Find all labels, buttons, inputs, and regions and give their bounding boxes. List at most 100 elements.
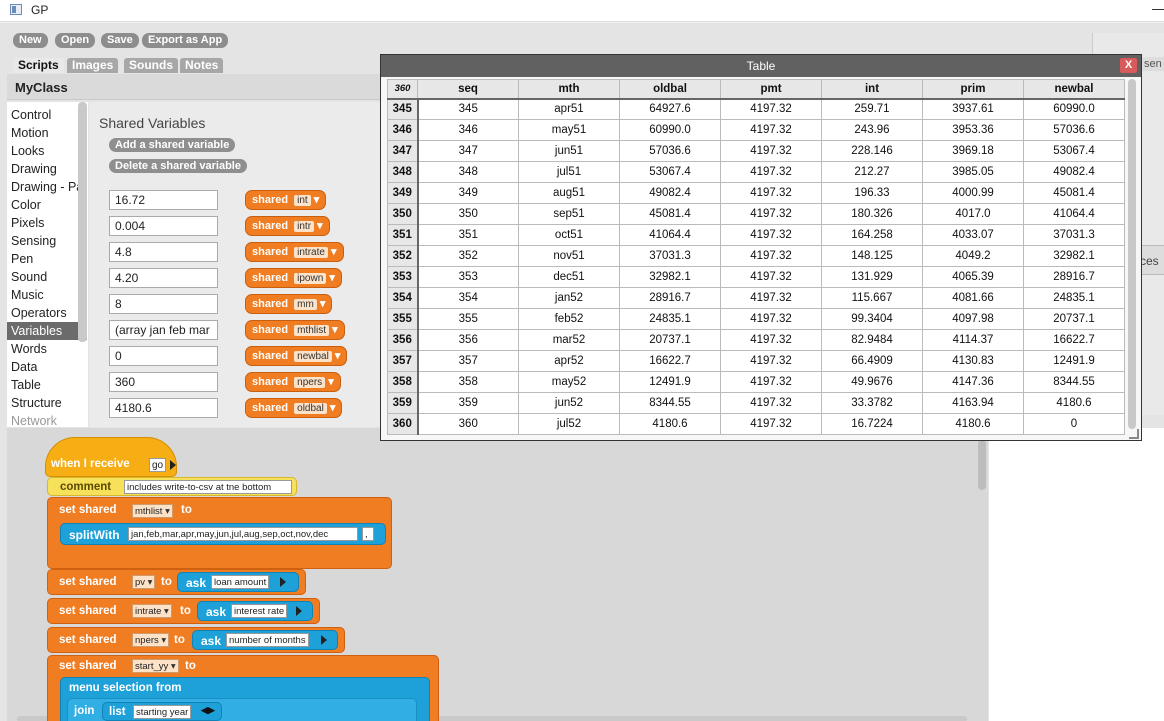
close-icon[interactable]: X <box>1120 58 1137 73</box>
table-cell-pmt[interactable]: 4197.32 <box>720 98 822 120</box>
table-cell-prim[interactable]: 4097.98 <box>922 308 1024 330</box>
shared-npers-block[interactable]: shared npers ▾ <box>245 372 341 392</box>
table-scrollbar[interactable] <box>1128 79 1136 429</box>
var-name-oldbal[interactable]: oldbal <box>294 403 327 414</box>
list-block[interactable]: list starting year ◀▶ <box>102 702 222 721</box>
column-header-seq[interactable]: seq <box>417 79 519 100</box>
table-cell-seq[interactable]: 349 <box>417 182 519 204</box>
table-cell-prim[interactable]: 4000.99 <box>922 182 1024 204</box>
table-cell-mth[interactable]: mar52 <box>518 329 620 351</box>
tab-scripts[interactable]: Scripts <box>13 58 64 73</box>
table-cell-pmt[interactable]: 4197.32 <box>720 392 822 414</box>
table-cell-pmt[interactable]: 4197.32 <box>720 350 822 372</box>
table-cell-prim[interactable]: 4049.2 <box>922 245 1024 267</box>
table-cell-newbal[interactable]: 24835.1 <box>1023 287 1125 309</box>
table-cell-pmt[interactable]: 4197.32 <box>720 140 822 162</box>
table-cell-seq[interactable]: 348 <box>417 161 519 183</box>
table-cell-oldbal[interactable]: 53067.4 <box>619 161 721 183</box>
var-name-intr[interactable]: intr <box>294 221 315 232</box>
table-cell-seq[interactable]: 347 <box>417 140 519 162</box>
export-app-button[interactable]: Export as App <box>142 33 229 48</box>
menu-selection-block[interactable]: menu selection from join list starting y… <box>60 677 430 721</box>
table-cell-pmt[interactable]: 4197.32 <box>720 413 822 435</box>
table-cell-prim[interactable]: 3937.61 <box>922 98 1024 120</box>
comment-block[interactable]: comment includes write-to-csv at tne bot… <box>47 477 297 496</box>
table-cell-int[interactable]: 259.71 <box>821 98 923 120</box>
table-title[interactable]: Table <box>381 55 1141 77</box>
open-button[interactable]: Open <box>55 33 96 48</box>
table-cell-newbal[interactable]: 49082.4 <box>1023 161 1125 183</box>
minimize-button[interactable] <box>1152 9 1164 10</box>
table-cell-int[interactable]: 16.7224 <box>821 413 923 435</box>
category-sensing[interactable]: Sensing <box>11 234 57 248</box>
table-cell-mth[interactable]: nov51 <box>518 245 620 267</box>
table-cell-mth[interactable]: apr52 <box>518 350 620 372</box>
resize-handle-icon[interactable] <box>1129 429 1139 439</box>
category-pen[interactable]: Pen <box>11 252 34 266</box>
split-text-slot[interactable]: jan,feb,mar,apr,may,jun,jul,aug,sep,oct,… <box>128 527 358 541</box>
category-sound[interactable]: Sound <box>11 270 48 284</box>
comment-text[interactable]: includes write-to-csv at tne bottom <box>124 480 292 494</box>
var-dropdown-npers[interactable]: npers <box>132 633 170 647</box>
table-cell-int[interactable]: 164.258 <box>821 224 923 246</box>
category-music[interactable]: Music <box>11 288 44 302</box>
table-cell-seq[interactable]: 360 <box>417 413 519 435</box>
category-control[interactable]: Control <box>11 108 52 122</box>
table-cell-mth[interactable]: jul52 <box>518 413 620 435</box>
table-cell-pmt[interactable]: 4197.32 <box>720 287 822 309</box>
table-cell-oldbal[interactable]: 16622.7 <box>619 350 721 372</box>
table-cell-seq[interactable]: 359 <box>417 392 519 414</box>
table-cell-seq[interactable]: 355 <box>417 308 519 330</box>
table-cell-newbal[interactable]: 57036.6 <box>1023 119 1125 141</box>
table-cell-int[interactable]: 148.125 <box>821 245 923 267</box>
table-cell-seq[interactable]: 351 <box>417 224 519 246</box>
table-cell-int[interactable]: 99.3404 <box>821 308 923 330</box>
table-cell-prim[interactable]: 4081.66 <box>922 287 1024 309</box>
table-cell-newbal[interactable]: 45081.4 <box>1023 182 1125 204</box>
table-cell-int[interactable]: 82.9484 <box>821 329 923 351</box>
table-cell-oldbal[interactable]: 24835.1 <box>619 308 721 330</box>
table-cell-mth[interactable]: jun52 <box>518 392 620 414</box>
var-dropdown-intrate[interactable]: intrate <box>132 604 172 618</box>
table-cell-mth[interactable]: oct51 <box>518 224 620 246</box>
save-button[interactable]: Save <box>101 33 139 48</box>
set-start-yy-block[interactable]: set shared start_yy to menu selection fr… <box>47 655 439 721</box>
category-words[interactable]: Words <box>11 342 47 356</box>
table-cell-int[interactable]: 49.9676 <box>821 371 923 393</box>
table-cell-newbal[interactable]: 12491.9 <box>1023 350 1125 372</box>
table-cell-mth[interactable]: may52 <box>518 371 620 393</box>
table-cell-newbal[interactable]: 41064.4 <box>1023 203 1125 225</box>
table-cell-prim[interactable]: 4065.39 <box>922 266 1024 288</box>
var-dropdown-mthlist[interactable]: mthlist <box>132 504 173 518</box>
category-structure[interactable]: Structure <box>11 396 62 410</box>
table-cell-int[interactable]: 196.33 <box>821 182 923 204</box>
var-name-intrate[interactable]: intrate <box>294 247 328 258</box>
table-cell-mth[interactable]: may51 <box>518 119 620 141</box>
table-cell-seq[interactable]: 350 <box>417 203 519 225</box>
table-cell-seq[interactable]: 358 <box>417 371 519 393</box>
table-cell-oldbal[interactable]: 28916.7 <box>619 287 721 309</box>
column-header-prim[interactable]: prim <box>922 79 1024 100</box>
message-slot[interactable]: go <box>149 458 167 472</box>
tab-notes[interactable]: Notes <box>180 58 224 73</box>
new-button[interactable]: New <box>13 33 48 48</box>
table-cell-newbal[interactable]: 60990.0 <box>1023 98 1125 120</box>
set-npers-block[interactable]: set shared npers to ask number of months <box>47 627 345 653</box>
table-cell-newbal[interactable]: 53067.4 <box>1023 140 1125 162</box>
table-cell-prim[interactable]: 4017.0 <box>922 203 1024 225</box>
ask-months-block[interactable]: ask number of months <box>192 630 338 650</box>
var-name-npers[interactable]: npers <box>294 377 326 388</box>
shared-newbal-block[interactable]: shared newbal ▾ <box>245 346 348 366</box>
table-cell-oldbal[interactable]: 32982.1 <box>619 266 721 288</box>
table-cell-pmt[interactable]: 4197.32 <box>720 329 822 351</box>
var-name-int[interactable]: int <box>294 195 311 206</box>
table-cell-oldbal[interactable]: 45081.4 <box>619 203 721 225</box>
table-cell-oldbal[interactable]: 37031.3 <box>619 245 721 267</box>
table-cell-oldbal[interactable]: 20737.1 <box>619 329 721 351</box>
ask-prompt-months[interactable]: number of months <box>226 633 309 647</box>
table-cell-int[interactable]: 131.929 <box>821 266 923 288</box>
set-pv-block[interactable]: set shared pv to ask loan amount <box>47 569 306 595</box>
table-cell-oldbal[interactable]: 60990.0 <box>619 119 721 141</box>
category-table[interactable]: Table <box>11 378 41 392</box>
shared-ipown-block[interactable]: shared ipown ▾ <box>245 268 342 288</box>
